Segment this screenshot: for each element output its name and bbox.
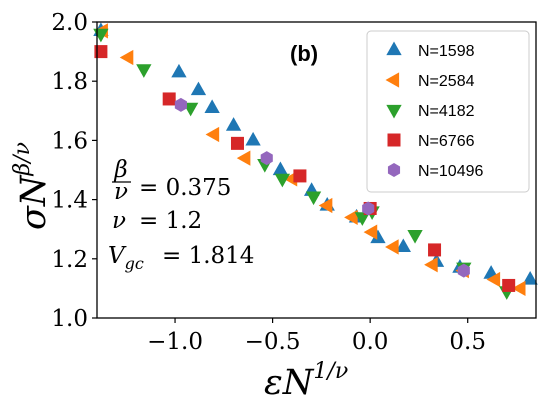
legend-entry: N=1598 — [386, 41, 475, 60]
data-point — [174, 97, 187, 112]
data-point — [344, 209, 358, 226]
legend-label: N=10496 — [418, 163, 483, 180]
data-point — [395, 238, 411, 253]
beta-nu-value: = 0.375 — [139, 175, 231, 201]
data-point — [522, 271, 538, 285]
data-point — [502, 278, 516, 292]
legend-label: N=6766 — [418, 133, 475, 150]
y-axis-title: σNβ/ν — [10, 142, 54, 230]
data-point — [407, 230, 423, 244]
y-tick-label: 1.8 — [51, 69, 88, 95]
y-tick-label: 1.4 — [51, 188, 88, 214]
legend-entry: N=6766 — [387, 133, 475, 150]
y-axis-title-exponent: β/ν — [10, 142, 35, 177]
data-point — [428, 243, 442, 257]
data-point — [236, 150, 251, 166]
data-point — [424, 257, 438, 273]
legend-entry: N=2584 — [385, 72, 475, 90]
data-point — [305, 191, 322, 206]
series-n-10496 — [174, 97, 470, 278]
data-point — [511, 280, 526, 297]
vgc-symbol: V — [108, 243, 127, 269]
x-tick-label: 0.0 — [352, 329, 389, 355]
x-axis-title-exponent: 1/ν — [313, 359, 348, 384]
y-tick-label: 1.2 — [51, 247, 88, 273]
nu-value: = 1.2 — [139, 208, 202, 234]
data-point — [363, 224, 378, 240]
data-point — [318, 197, 333, 214]
y-tick-label: 2.0 — [51, 10, 88, 36]
legend-marker — [386, 41, 402, 56]
parameter-annotation: β ν = 0.375 ν = 1.2 Vgc = 1.814 — [108, 157, 254, 273]
legend-label: N=2584 — [418, 73, 475, 90]
x-tick-label: −1.0 — [147, 329, 203, 355]
data-point — [190, 81, 207, 96]
legend-items: N=1598 N=2584 N=4182 N=6766 N=10496 — [385, 41, 483, 180]
legend-entry: N=4182 — [386, 103, 475, 120]
data-point — [457, 263, 470, 278]
legend-marker — [387, 133, 401, 147]
y-tick-label: 1.6 — [51, 128, 88, 154]
legend-entry: N=10496 — [387, 163, 483, 180]
data-point — [94, 45, 108, 59]
legend-marker — [387, 163, 401, 177]
data-point — [205, 126, 220, 143]
x-tick-label: −0.5 — [245, 329, 301, 355]
y-tick-label: 1.0 — [51, 306, 88, 332]
data-point — [230, 136, 244, 150]
axes-frame — [96, 21, 537, 319]
x-axis-title-base: εN — [264, 363, 315, 403]
ticks-layer: −1.0 −0.5 0.0 0.5 1.0 1.2 1.4 1.6 1.8 2.0 — [51, 10, 486, 355]
legend-label: N=4182 — [418, 103, 475, 120]
data-point — [204, 99, 220, 113]
legend: N=1598 N=2584 N=4182 N=6766 N=10496 — [366, 30, 530, 193]
x-axis-title: εN1/ν — [264, 359, 348, 403]
data-point — [171, 63, 187, 78]
x-tick-label: 0.5 — [449, 329, 486, 355]
beta-numerator: β — [113, 157, 127, 183]
legend-marker — [386, 104, 402, 119]
nu-symbol: ν — [112, 208, 126, 234]
data-point — [245, 131, 261, 146]
vgc-value: = 1.814 — [162, 243, 254, 269]
vgc-subscript: gc — [125, 254, 144, 273]
y-axis-title-base: σN — [14, 174, 54, 230]
panel-label: (b) — [290, 41, 318, 66]
data-point — [272, 161, 289, 176]
data-point — [362, 201, 375, 216]
data-point — [486, 271, 501, 288]
legend-marker — [385, 72, 400, 88]
data-point — [354, 212, 370, 226]
nu-denominator: ν — [114, 179, 128, 205]
data-point — [136, 64, 152, 78]
data-point — [274, 173, 291, 188]
data-point — [225, 117, 242, 131]
data-point — [293, 169, 307, 183]
vgc-label: Vgc — [108, 243, 144, 273]
legend-box — [366, 30, 530, 193]
data-point — [385, 239, 399, 255]
data-points-layer — [93, 22, 538, 300]
data-point — [119, 49, 134, 66]
legend-label: N=1598 — [418, 43, 475, 60]
data-point — [370, 229, 386, 244]
data-point — [162, 92, 176, 106]
data-point — [260, 151, 273, 166]
